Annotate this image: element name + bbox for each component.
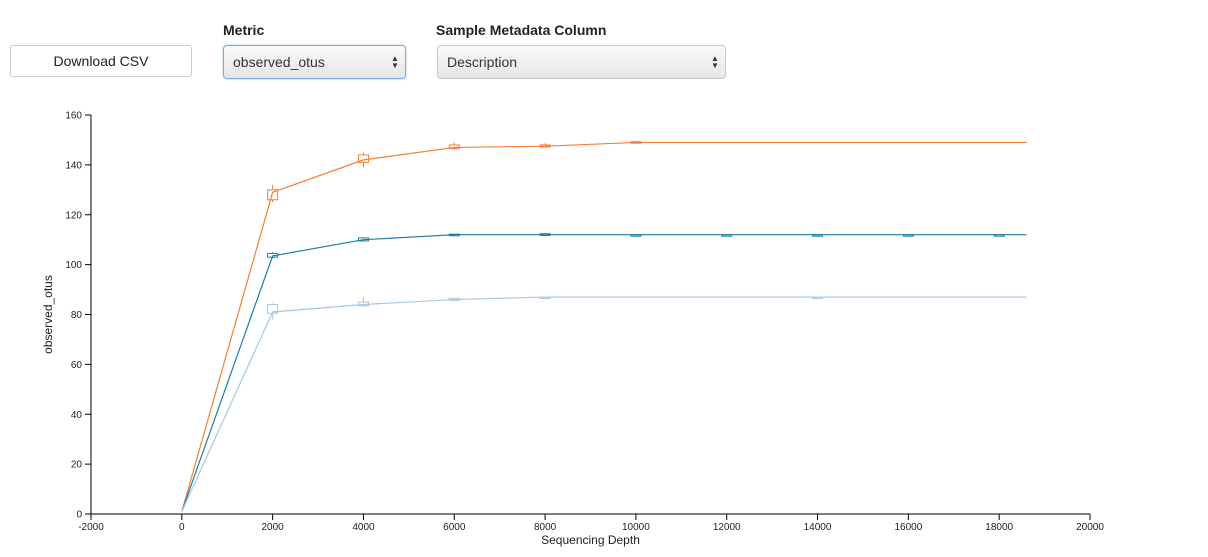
box-iqr [357, 237, 369, 242]
x-tick-label: 2000 [262, 522, 285, 533]
box-iqr [539, 233, 551, 236]
select-arrows-icon: ▲ ▼ [711, 54, 719, 70]
y-tick-label: 80 [71, 310, 83, 321]
x-tick-label: 14000 [804, 522, 832, 533]
box-plot [267, 252, 279, 259]
box-plot [357, 152, 369, 168]
y-tick-label: 140 [65, 160, 82, 171]
metric-select[interactable]: observed_otus ▲ ▼ [223, 45, 406, 79]
box-plot [539, 296, 551, 300]
box-iqr [630, 141, 642, 144]
box-plot [357, 297, 369, 308]
box-plot [721, 234, 733, 237]
box-plot [539, 233, 551, 236]
box-plot [448, 142, 460, 150]
box-iqr [267, 304, 279, 314]
box-iqr [267, 252, 279, 258]
x-axis-label: Sequencing Depth [541, 533, 640, 547]
box-iqr [993, 234, 1005, 237]
box-iqr [357, 154, 369, 163]
series-2 [181, 296, 1027, 512]
y-tick-label: 160 [65, 111, 82, 122]
box-plot [357, 237, 369, 242]
box-plot [812, 234, 824, 237]
box-iqr [630, 234, 642, 237]
x-tick-label: 0 [179, 522, 185, 533]
metadata-select-value: Description [447, 54, 518, 70]
box-plot [630, 234, 642, 237]
box-plot [902, 234, 914, 237]
metadata-column-select[interactable]: Description ▲ ▼ [437, 45, 726, 79]
chart-axes: -2000 0 2000 4000 6000 8000 10000 12000 14000 160… [65, 111, 1104, 534]
series-line [181, 141, 1027, 512]
box-iqr [812, 296, 824, 300]
y-tick-label: 20 [71, 460, 83, 471]
series-line [181, 234, 1027, 512]
chart-series [181, 141, 1027, 512]
y-tick-label: 0 [76, 510, 82, 521]
x-tick-label: 4000 [352, 522, 375, 533]
x-tick-label: -2000 [78, 522, 104, 533]
box-plot [267, 303, 279, 320]
box-iqr [539, 296, 551, 300]
x-tick-label: 20000 [1076, 522, 1104, 533]
x-tick-label: 12000 [713, 522, 741, 533]
metadata-column-label: Sample Metadata Column [436, 22, 607, 38]
box-plot [630, 141, 642, 144]
box-plot [448, 233, 460, 237]
y-axis-label: observed_otus [41, 275, 55, 354]
metric-select-value: observed_otus [233, 54, 325, 70]
box-iqr [448, 144, 460, 150]
y-tick-label: 40 [71, 410, 83, 421]
series-1 [181, 233, 1027, 512]
box-plot [267, 184, 279, 203]
x-tick-label: 8000 [534, 522, 557, 533]
box-iqr [812, 234, 824, 237]
y-tick-label: 60 [71, 360, 83, 371]
box-plot [448, 297, 460, 301]
x-tick-label: 16000 [894, 522, 922, 533]
box-iqr [267, 189, 279, 201]
x-tick-label: 6000 [443, 522, 466, 533]
box-iqr [448, 297, 460, 301]
x-tick-label: 18000 [985, 522, 1013, 533]
series-0 [181, 141, 1027, 512]
box-plot [812, 296, 824, 300]
box-iqr [902, 234, 914, 237]
box-plot [993, 234, 1005, 237]
y-tick-label: 100 [65, 260, 82, 271]
x-tick-label: 10000 [622, 522, 650, 533]
rarefaction-chart: -2000 0 2000 4000 6000 8000 10000 12000 14000 160… [41, 111, 1104, 548]
select-arrows-icon: ▲ ▼ [391, 54, 399, 70]
y-tick-label: 120 [65, 210, 82, 221]
metric-label: Metric [223, 22, 265, 38]
box-plot [539, 143, 551, 148]
download-csv-button[interactable]: Download CSV [10, 45, 192, 77]
box-iqr [448, 233, 460, 237]
box-iqr [721, 234, 733, 237]
series-line [181, 296, 1027, 512]
box-iqr [357, 301, 369, 307]
box-iqr [539, 144, 551, 148]
